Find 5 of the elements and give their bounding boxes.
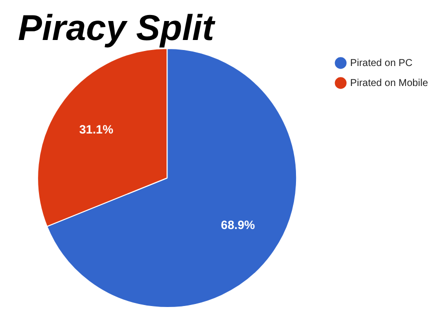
legend-label: Pirated on PC — [350, 58, 412, 69]
data-label: 68.9% — [220, 218, 256, 232]
data-label: 31.1% — [79, 122, 114, 136]
legend-label: Pirated on Mobile — [350, 78, 428, 89]
chart-title: Piracy Split — [18, 7, 216, 48]
